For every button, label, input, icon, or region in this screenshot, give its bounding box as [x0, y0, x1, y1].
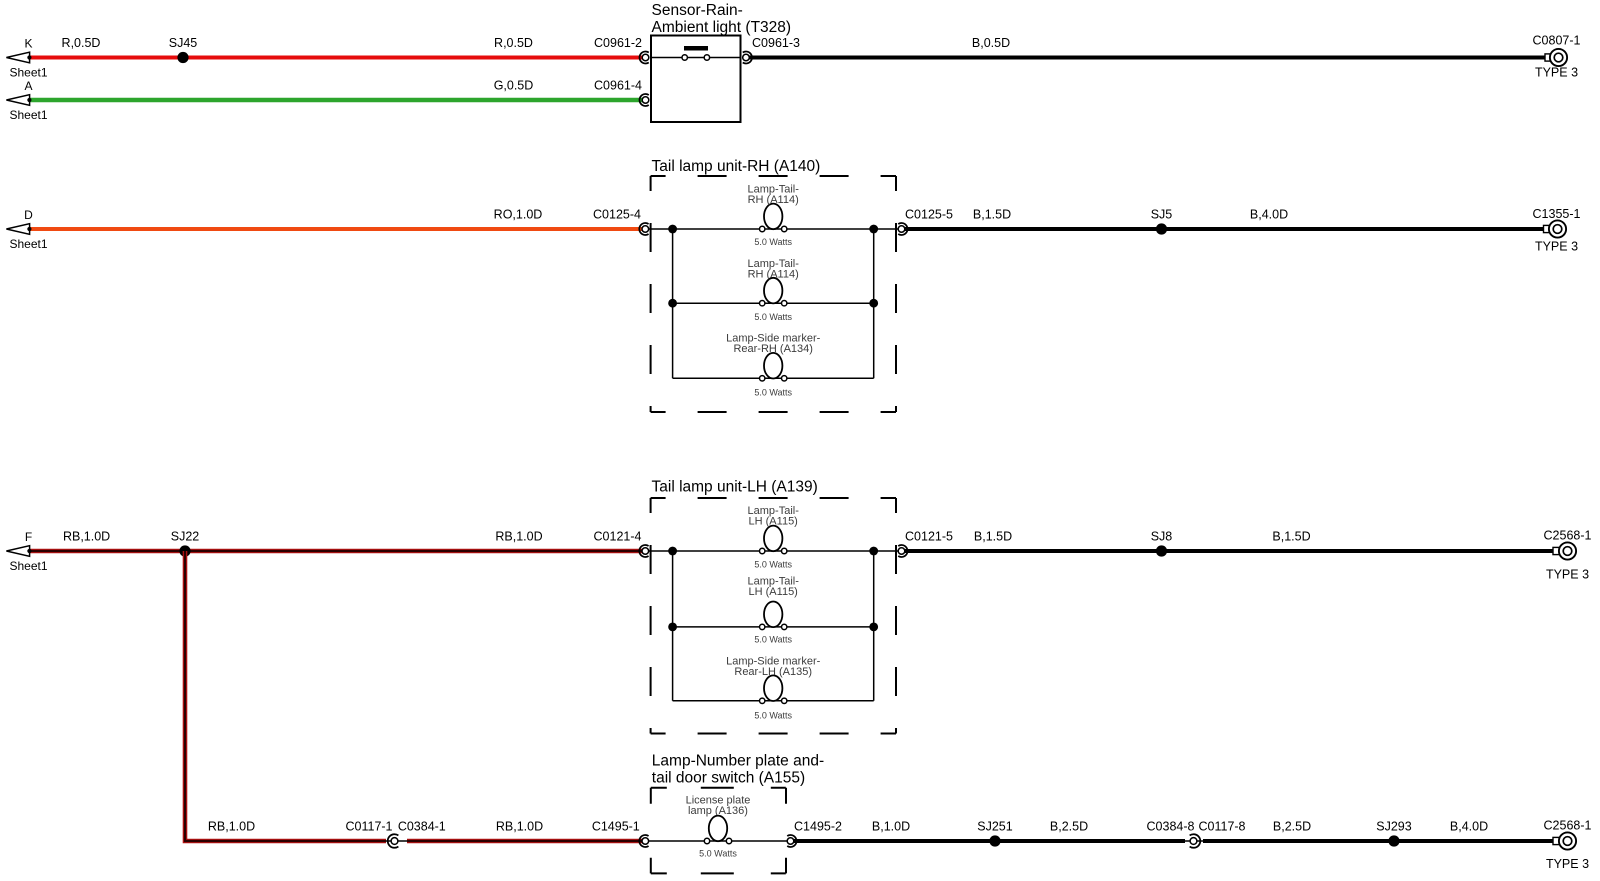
- svg-text:C0807-1: C0807-1: [1533, 34, 1581, 48]
- svg-text:A: A: [24, 79, 32, 93]
- svg-text:5.0 Watts: 5.0 Watts: [754, 387, 792, 397]
- svg-text:Lamp-Tail-: Lamp-Tail-: [748, 258, 800, 270]
- svg-text:C0125-4: C0125-4: [593, 208, 641, 222]
- svg-text:C1355-1: C1355-1: [1533, 207, 1581, 221]
- svg-text:TYPE 3: TYPE 3: [1535, 239, 1578, 253]
- svg-text:B,1.5D: B,1.5D: [1272, 530, 1310, 544]
- svg-text:B,1.5D: B,1.5D: [974, 530, 1012, 544]
- svg-text:Sheet1: Sheet1: [9, 108, 47, 122]
- svg-text:RB,1.0D: RB,1.0D: [495, 530, 542, 544]
- svg-text:lamp (A136): lamp (A136): [688, 805, 748, 817]
- svg-text:5.0 Watts: 5.0 Watts: [754, 312, 792, 322]
- svg-text:RB,1.0D: RB,1.0D: [496, 820, 543, 834]
- svg-text:C0961-2: C0961-2: [594, 36, 642, 50]
- svg-text:C0121-4: C0121-4: [594, 530, 642, 544]
- svg-text:tail door switch (A155): tail door switch (A155): [652, 770, 805, 787]
- svg-text:C0117-1: C0117-1: [345, 820, 392, 834]
- svg-text:LH (A115): LH (A115): [749, 515, 798, 527]
- svg-text:LH (A115): LH (A115): [749, 586, 798, 598]
- svg-text:C0125-5: C0125-5: [905, 208, 953, 222]
- svg-text:Tail lamp unit-LH (A139): Tail lamp unit-LH (A139): [652, 479, 818, 496]
- svg-text:Rear-LH (A135): Rear-LH (A135): [734, 666, 812, 678]
- svg-text:Ambient light (T328): Ambient light (T328): [652, 19, 792, 36]
- svg-text:B,2.5D: B,2.5D: [1050, 820, 1088, 834]
- svg-text:C1495-2: C1495-2: [794, 820, 842, 834]
- svg-text:C0117-8: C0117-8: [1198, 820, 1245, 834]
- svg-text:R,0.5D: R,0.5D: [494, 36, 533, 50]
- svg-text:D: D: [24, 208, 33, 222]
- svg-text:C0121-5: C0121-5: [905, 530, 953, 544]
- svg-text:B,4.0D: B,4.0D: [1250, 208, 1288, 222]
- svg-text:5.0 Watts: 5.0 Watts: [754, 710, 792, 720]
- svg-text:C0384-8: C0384-8: [1147, 820, 1195, 834]
- svg-text:Lamp-Tail-: Lamp-Tail-: [748, 505, 800, 517]
- svg-text:RB,1.0D: RB,1.0D: [208, 820, 255, 834]
- svg-text:Lamp-Tail-: Lamp-Tail-: [748, 575, 800, 587]
- svg-text:Sheet1: Sheet1: [9, 559, 47, 573]
- svg-text:5.0 Watts: 5.0 Watts: [754, 237, 792, 247]
- svg-text:Rear-RH (A134): Rear-RH (A134): [733, 343, 812, 355]
- svg-text:Sheet1: Sheet1: [9, 66, 47, 80]
- svg-text:C2568-1: C2568-1: [1544, 819, 1592, 833]
- svg-text:Lamp-Side marker-: Lamp-Side marker-: [726, 656, 820, 668]
- svg-text:Lamp-Number plate and-: Lamp-Number plate and-: [652, 753, 824, 770]
- svg-text:RO,1.0D: RO,1.0D: [494, 208, 543, 222]
- svg-text:B,1.5D: B,1.5D: [973, 208, 1011, 222]
- svg-text:Sensor-Rain-: Sensor-Rain-: [652, 2, 743, 19]
- svg-text:C0961-3: C0961-3: [752, 36, 800, 50]
- svg-text:C0384-1: C0384-1: [398, 820, 446, 834]
- svg-text:Sheet1: Sheet1: [9, 237, 47, 251]
- svg-text:TYPE 3: TYPE 3: [1546, 857, 1589, 871]
- svg-text:SJ8: SJ8: [1151, 530, 1173, 544]
- svg-text:C2568-1: C2568-1: [1544, 529, 1592, 543]
- svg-text:Lamp-Side marker-: Lamp-Side marker-: [726, 333, 820, 345]
- svg-text:RB,1.0D: RB,1.0D: [63, 530, 110, 544]
- svg-text:SJ251: SJ251: [977, 820, 1012, 834]
- svg-text:B,0.5D: B,0.5D: [972, 36, 1010, 50]
- svg-text:F: F: [25, 530, 32, 544]
- svg-text:G,0.5D: G,0.5D: [494, 79, 534, 93]
- svg-text:B,1.0D: B,1.0D: [872, 820, 910, 834]
- svg-text:RH (A114): RH (A114): [748, 194, 799, 206]
- svg-text:Lamp-Tail-: Lamp-Tail-: [748, 183, 800, 195]
- svg-text:5.0 Watts: 5.0 Watts: [699, 849, 737, 859]
- svg-text:Tail lamp unit-RH (A140): Tail lamp unit-RH (A140): [652, 158, 821, 175]
- svg-text:5.0 Watts: 5.0 Watts: [754, 635, 792, 645]
- svg-text:SJ22: SJ22: [171, 530, 200, 544]
- svg-text:K: K: [24, 37, 32, 51]
- svg-text:C0961-4: C0961-4: [594, 79, 642, 93]
- svg-text:TYPE 3: TYPE 3: [1546, 568, 1589, 582]
- svg-text:5.0 Watts: 5.0 Watts: [754, 560, 792, 570]
- svg-text:B,4.0D: B,4.0D: [1450, 820, 1488, 834]
- svg-text:R,0.5D: R,0.5D: [62, 36, 101, 50]
- svg-text:RH (A114): RH (A114): [748, 268, 799, 280]
- svg-text:SJ45: SJ45: [169, 36, 198, 50]
- svg-text:SJ293: SJ293: [1376, 820, 1411, 834]
- svg-text:License plate: License plate: [686, 795, 751, 807]
- svg-text:SJ5: SJ5: [1151, 208, 1173, 222]
- svg-text:C1495-1: C1495-1: [592, 820, 640, 834]
- svg-text:B,2.5D: B,2.5D: [1273, 820, 1311, 834]
- svg-text:TYPE 3: TYPE 3: [1535, 66, 1578, 80]
